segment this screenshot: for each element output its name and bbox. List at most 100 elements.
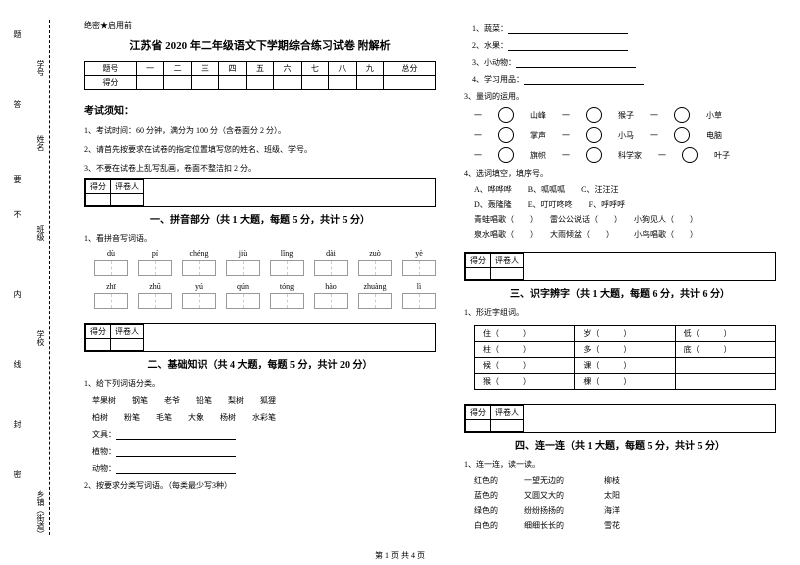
pinyin: qún [226, 282, 260, 291]
category-line: 植物： [92, 446, 436, 457]
blank-circle[interactable] [498, 127, 514, 143]
category-line: 4、学习用品： [472, 74, 776, 85]
pinyin: lì [402, 282, 436, 291]
score-cell: 得分 [466, 254, 491, 268]
measure-row: 一掌声 一小马 一电脑 [474, 127, 776, 143]
question-label: 4、选词填空，填序号。 [464, 168, 776, 179]
grader-cell: 评卷人 [111, 325, 144, 339]
td: 岁（ ） [575, 326, 675, 342]
m1: 白色的 [474, 520, 524, 531]
tian-cell[interactable] [314, 260, 348, 276]
tian-cell[interactable] [358, 293, 392, 309]
binding-mark: 题 [12, 30, 23, 38]
blank-circle[interactable] [498, 107, 514, 123]
dash: 一 [474, 130, 482, 141]
blank-line[interactable] [508, 42, 628, 51]
m3: 海洋 [604, 505, 654, 516]
notice-title: 考试须知： [84, 102, 436, 117]
tian-cell[interactable] [94, 293, 128, 309]
blank-line[interactable] [116, 431, 236, 440]
grader-cell: 评卷人 [491, 406, 524, 420]
m1: 绿色的 [474, 505, 524, 516]
options-row: A、哗哗哗 B、呱呱呱 C、汪汪汪 [474, 184, 776, 195]
binding-mark: 内 [12, 290, 23, 298]
cat-label: 植物： [92, 447, 116, 456]
m1: 蓝色的 [474, 490, 524, 501]
pinyin: pí [138, 249, 172, 258]
td: 得分 [85, 76, 137, 90]
tian-cell[interactable] [182, 293, 216, 309]
tian-cell[interactable] [226, 293, 260, 309]
blank-line[interactable] [116, 465, 236, 474]
score-cell: 得分 [466, 406, 491, 420]
tian-cell[interactable] [358, 260, 392, 276]
dash: 一 [650, 110, 658, 121]
binding-field-class: 班级 [35, 225, 46, 241]
m2: 一望无边的 [524, 475, 604, 486]
th: 五 [246, 62, 273, 76]
mw: 叶子 [714, 150, 730, 161]
tian-cell[interactable] [94, 260, 128, 276]
tian-cell[interactable] [138, 260, 172, 276]
th: 题号 [85, 62, 137, 76]
blank-circle[interactable] [498, 147, 514, 163]
cat-label: 1、蔬菜： [472, 24, 508, 33]
tian-cell[interactable] [314, 293, 348, 309]
td: 课（ ） [575, 358, 675, 374]
pinyin: zhū [138, 282, 172, 291]
tian-cell[interactable] [270, 260, 304, 276]
blank-circle[interactable] [682, 147, 698, 163]
measure-row: 一山峰 一猴子 一小草 [474, 107, 776, 123]
cat-label: 文具： [92, 430, 116, 439]
question-label: 1、给下列词语分类。 [84, 378, 436, 389]
exam-title: 江苏省 2020 年二年级语文下学期综合练习试卷 附解析 [84, 37, 436, 53]
tian-cell[interactable] [138, 293, 172, 309]
mw: 电脑 [706, 130, 722, 141]
grader-box: 得分评卷人 [464, 252, 776, 281]
tian-cell[interactable] [402, 260, 436, 276]
blank-circle[interactable] [586, 147, 602, 163]
tian-cell[interactable] [270, 293, 304, 309]
section-1-title: 一、拼音部分（共 1 大题，每题 5 分，共计 5 分） [84, 211, 436, 226]
mw: 小马 [618, 130, 634, 141]
tian-cell[interactable] [402, 293, 436, 309]
mw: 科学家 [618, 150, 642, 161]
mw: 掌声 [530, 130, 546, 141]
td: 猴（ ） [475, 374, 575, 390]
table-row: 候（ ）课（ ） [475, 358, 776, 374]
binding-field-id: 学号 [35, 60, 46, 76]
blank-line[interactable] [116, 448, 236, 457]
blank-circle[interactable] [586, 127, 602, 143]
right-column: 1、蔬菜： 2、水果： 3、小动物： 4、学习用品： 3、量词的运用。 一山峰 … [450, 20, 790, 535]
section-3-title: 三、识字辨字（共 1 大题，每题 6 分，共计 6 分） [464, 285, 776, 300]
pinyin: jiù [226, 249, 260, 258]
dash: 一 [562, 150, 570, 161]
char-table: 住（ ）岁（ ）低（ ） 柱（ ）多（ ）底（ ） 候（ ）课（ ） 猴（ ）棵… [474, 325, 776, 390]
blank-circle[interactable] [674, 107, 690, 123]
secret-label: 绝密★启用前 [84, 20, 436, 31]
m2: 又圆又大的 [524, 490, 604, 501]
tian-cell[interactable] [226, 260, 260, 276]
blank-circle[interactable] [586, 107, 602, 123]
score-table: 题号 一 二 三 四 五 六 七 八 九 总分 得分 [84, 61, 436, 90]
blank-line[interactable] [508, 25, 628, 34]
td: 多（ ） [575, 342, 675, 358]
td: 候（ ） [475, 358, 575, 374]
score-cell: 得分 [86, 325, 111, 339]
tian-cell[interactable] [182, 260, 216, 276]
th: 九 [356, 62, 383, 76]
pinyin: chéng [182, 249, 216, 258]
mw: 旗帜 [530, 150, 546, 161]
word-list: 苹果树 钢笔 老爷 铅笔 梨树 狐狸 [92, 395, 436, 406]
m3: 太阳 [604, 490, 654, 501]
match-row: 白色的细细长长的雪花 [474, 520, 776, 531]
word-list: 柏树 粉笔 毛笔 大象 杨树 水彩笔 [92, 412, 436, 423]
blank-circle[interactable] [674, 127, 690, 143]
blank-line[interactable] [516, 59, 636, 68]
match-row: 红色的一望无边的柳枝 [474, 475, 776, 486]
category-line: 动物： [92, 463, 436, 474]
td: 棵（ ） [575, 374, 675, 390]
blank-line[interactable] [524, 76, 644, 85]
grader-box: 得分评卷人 [464, 404, 776, 433]
dash: 一 [474, 150, 482, 161]
